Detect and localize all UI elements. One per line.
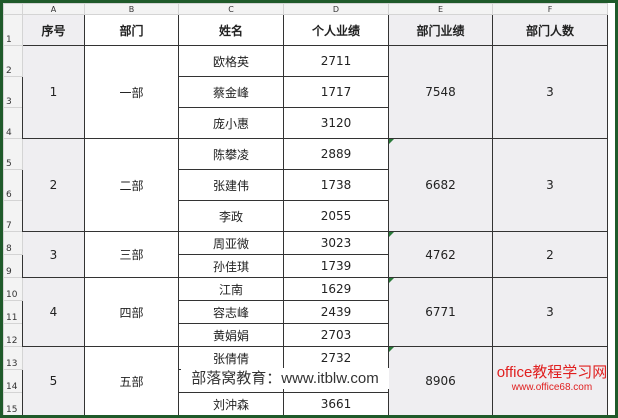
cell-name[interactable]: 周亚微 bbox=[178, 231, 284, 255]
cell-score[interactable]: 2055 bbox=[283, 200, 389, 232]
cell-dept[interactable]: 二部 bbox=[84, 138, 179, 232]
sheet-row: 10 4 四部 江南 1629 6771 3 bbox=[3, 277, 608, 347]
row-header-10[interactable]: 10 bbox=[3, 277, 23, 301]
cell-score[interactable]: 3120 bbox=[283, 107, 389, 139]
cell-name[interactable]: 刘沖森 bbox=[178, 392, 284, 415]
watermark-office68: office教程学习网 www.office68.com bbox=[496, 346, 608, 412]
cell-dept-total[interactable]: 8906 bbox=[388, 346, 493, 415]
watermark-url: www.office68.com bbox=[511, 382, 593, 393]
sheet-row: 13 5 五部 张倩倩 2732 8906 bbox=[3, 346, 608, 415]
select-all-corner[interactable] bbox=[3, 3, 23, 15]
cell-score[interactable]: 2703 bbox=[283, 323, 389, 347]
watermark-title: office教程学习网 bbox=[496, 364, 608, 381]
row-header-1[interactable]: 1 bbox=[3, 14, 23, 46]
column-header-C[interactable]: C bbox=[178, 3, 284, 15]
row-header-9[interactable]: 9 bbox=[3, 254, 23, 278]
row-header-14[interactable]: 14 bbox=[3, 369, 23, 393]
cell-dept-count[interactable]: 3 bbox=[492, 138, 608, 232]
cell-seq[interactable]: 4 bbox=[22, 277, 85, 347]
cell-name[interactable]: 蔡金峰 bbox=[178, 76, 284, 108]
watermark-itblw: 部落窝教育：www.itblw.com bbox=[181, 368, 389, 389]
cell-score[interactable]: 2889 bbox=[283, 138, 389, 170]
cell-name[interactable]: 李政 bbox=[178, 200, 284, 232]
column-header-F[interactable]: F bbox=[492, 3, 608, 15]
cell-seq[interactable]: 2 bbox=[22, 138, 85, 232]
row-header-2[interactable]: 2 bbox=[3, 45, 23, 77]
cell-seq[interactable]: 3 bbox=[22, 231, 85, 278]
formula-indicator-icon bbox=[389, 232, 394, 237]
cell-seq[interactable]: 1 bbox=[22, 45, 85, 139]
column-header-A[interactable]: A bbox=[22, 3, 85, 15]
sheet-row: 4 庞小惠 3120 bbox=[3, 107, 608, 139]
sheet-row: 5 2 二部 陈攀凌 2889 6682 3 bbox=[3, 138, 608, 232]
cell-name[interactable]: 欧格英 bbox=[178, 45, 284, 77]
cell-dept[interactable]: 四部 bbox=[84, 277, 179, 347]
formula-indicator-icon bbox=[389, 139, 394, 144]
row-header-7[interactable]: 7 bbox=[3, 200, 23, 232]
cell-dept-total[interactable]: 6771 bbox=[388, 277, 493, 347]
row-header-13[interactable]: 13 bbox=[3, 346, 23, 370]
cell-dept-count[interactable]: 2 bbox=[492, 231, 608, 278]
formula-indicator-icon bbox=[389, 278, 394, 283]
cell-dept-count[interactable] bbox=[492, 346, 608, 415]
cell-dept-total[interactable]: 4762 bbox=[388, 231, 493, 278]
header-dept-total[interactable]: 部门业绩 bbox=[388, 14, 493, 46]
sheet-row: 15 刘沖森 3661 bbox=[3, 392, 608, 415]
cell-seq[interactable]: 5 bbox=[22, 346, 85, 415]
row-header-8[interactable]: 8 bbox=[3, 231, 23, 255]
cell-score[interactable]: 2711 bbox=[283, 45, 389, 77]
column-header-B[interactable]: B bbox=[84, 3, 179, 15]
row-header-5[interactable]: 5 bbox=[3, 138, 23, 170]
cell-score[interactable]: 1629 bbox=[283, 277, 389, 301]
cell-name[interactable]: 张倩倩 bbox=[178, 346, 284, 370]
sheet-row: 6 张建伟 1738 bbox=[3, 169, 608, 201]
cell-score[interactable]: 1739 bbox=[283, 254, 389, 278]
cell-name[interactable]: 陈攀凌 bbox=[178, 138, 284, 170]
cell-dept-total[interactable]: 7548 bbox=[388, 45, 493, 139]
row-header-4[interactable]: 4 bbox=[3, 107, 23, 139]
sheet-row: 8 3 三部 周亚微 3023 4762 2 bbox=[3, 231, 608, 278]
sheet-row: 9 孙佳琪 1739 bbox=[3, 254, 608, 278]
cell-name[interactable]: 黄娟娟 bbox=[178, 323, 284, 347]
sheet-row: 7 李政 2055 bbox=[3, 200, 608, 232]
sheet-row: 11 容志峰 2439 bbox=[3, 300, 608, 324]
sheet-row: 1 序号 部门 姓名 个人业绩 部门业绩 部门人数 bbox=[3, 14, 608, 46]
cell-name[interactable]: 江南 bbox=[178, 277, 284, 301]
cell-name[interactable]: 庞小惠 bbox=[178, 107, 284, 139]
cell-score[interactable]: 1738 bbox=[283, 169, 389, 201]
column-header-D[interactable]: D bbox=[283, 3, 389, 15]
cell-name[interactable]: 张建伟 bbox=[178, 169, 284, 201]
cell-score[interactable]: 2732 bbox=[283, 346, 389, 370]
row-header-3[interactable]: 3 bbox=[3, 76, 23, 108]
header-dept-count[interactable]: 部门人数 bbox=[492, 14, 608, 46]
formula-indicator-icon bbox=[389, 347, 394, 352]
sheet-row: 3 蔡金峰 1717 bbox=[3, 76, 608, 108]
header-name[interactable]: 姓名 bbox=[178, 14, 284, 46]
cell-name[interactable]: 孙佳琪 bbox=[178, 254, 284, 278]
cell-dept-count[interactable]: 3 bbox=[492, 277, 608, 347]
row-header-15[interactable]: 15 bbox=[3, 392, 23, 415]
cell-dept[interactable]: 五部 bbox=[84, 346, 179, 415]
cell-name[interactable]: 容志峰 bbox=[178, 300, 284, 324]
cell-dept[interactable]: 一部 bbox=[84, 45, 179, 139]
cell-score[interactable]: 3023 bbox=[283, 231, 389, 255]
cell-dept-total[interactable]: 6682 bbox=[388, 138, 493, 232]
cell-score[interactable]: 1717 bbox=[283, 76, 389, 108]
cell-dept-count[interactable]: 3 bbox=[492, 45, 608, 139]
header-score[interactable]: 个人业绩 bbox=[283, 14, 389, 46]
sheet-row: 2 1 一部 欧格英 2711 7548 3 bbox=[3, 45, 608, 139]
cell-score[interactable]: 3661 bbox=[283, 392, 389, 415]
header-dept[interactable]: 部门 bbox=[84, 14, 179, 46]
row-header-6[interactable]: 6 bbox=[3, 169, 23, 201]
column-header-E[interactable]: E bbox=[388, 3, 493, 15]
header-seq[interactable]: 序号 bbox=[22, 14, 85, 46]
cell-score[interactable]: 2439 bbox=[283, 300, 389, 324]
row-header-12[interactable]: 12 bbox=[3, 323, 23, 347]
cell-dept[interactable]: 三部 bbox=[84, 231, 179, 278]
row-header-11[interactable]: 11 bbox=[3, 300, 23, 324]
